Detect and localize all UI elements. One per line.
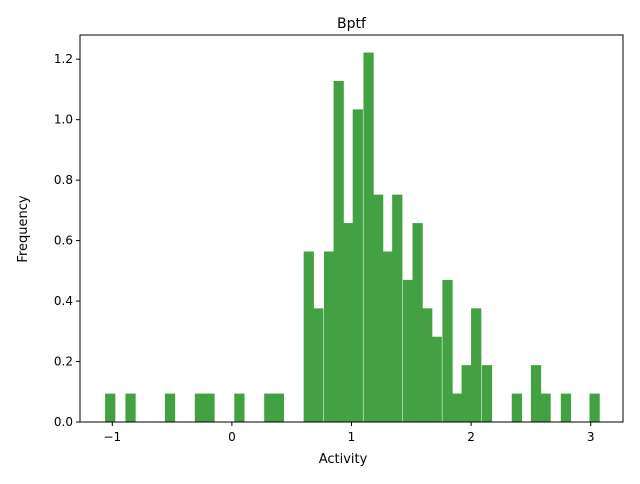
histogram-bar	[402, 279, 414, 422]
y-tick-label: 0.4	[54, 294, 73, 308]
x-tick-label: 3	[587, 430, 595, 444]
y-tick-label: 1.0	[54, 113, 73, 127]
histogram-bar	[105, 393, 116, 422]
histogram-bar	[481, 365, 493, 422]
histogram-bar	[530, 365, 542, 422]
bars-group	[105, 52, 600, 423]
histogram-bar	[204, 393, 215, 422]
y-tick-label: 0.0	[54, 415, 73, 429]
y-axis-ticks: 0.0 0.2 0.4 0.6 0.8 1.0 1.2	[54, 52, 80, 429]
histogram-bar	[125, 393, 136, 422]
histogram-bar	[442, 279, 453, 422]
histogram-bar	[412, 223, 423, 422]
histogram-bar	[303, 251, 314, 422]
histogram-bar	[323, 251, 335, 422]
histogram-bar	[560, 393, 572, 422]
histogram-bar	[431, 336, 442, 422]
x-axis-ticks: −1 0 1 2 3	[103, 422, 595, 444]
histogram-bar	[273, 393, 284, 422]
x-tick-label: −1	[103, 430, 121, 444]
y-tick-label: 0.2	[54, 355, 73, 369]
histogram-bar	[422, 308, 433, 422]
x-tick-label: 1	[348, 430, 356, 444]
x-tick-label: 2	[467, 430, 475, 444]
histogram-bar	[589, 393, 600, 422]
histogram-bar	[382, 251, 393, 422]
y-tick-label: 0.8	[54, 173, 73, 187]
histogram-bar	[471, 308, 482, 422]
histogram-bar	[363, 52, 374, 422]
histogram-bar	[352, 109, 363, 422]
y-tick-label: 1.2	[54, 52, 73, 66]
histogram-bar	[333, 80, 344, 423]
x-axis-label: Activity	[319, 452, 368, 467]
histogram-bar	[313, 308, 324, 422]
histogram-bar	[264, 393, 275, 422]
y-axis-label: Frequency	[16, 195, 31, 262]
histogram-bar	[451, 393, 463, 422]
histogram-bar	[461, 365, 472, 422]
chart-title: Bptf	[337, 16, 367, 32]
histogram-bar	[540, 393, 551, 422]
histogram-bar	[511, 393, 522, 422]
histogram-bar	[373, 194, 384, 422]
histogram-bar	[392, 194, 403, 422]
histogram-bar	[194, 393, 206, 422]
x-tick-label: 0	[228, 430, 236, 444]
plot-frame	[79, 34, 624, 423]
histogram-bar	[234, 393, 245, 422]
histogram-bar	[343, 223, 354, 422]
y-tick-label: 0.6	[54, 234, 73, 248]
histogram-bar	[164, 393, 176, 422]
